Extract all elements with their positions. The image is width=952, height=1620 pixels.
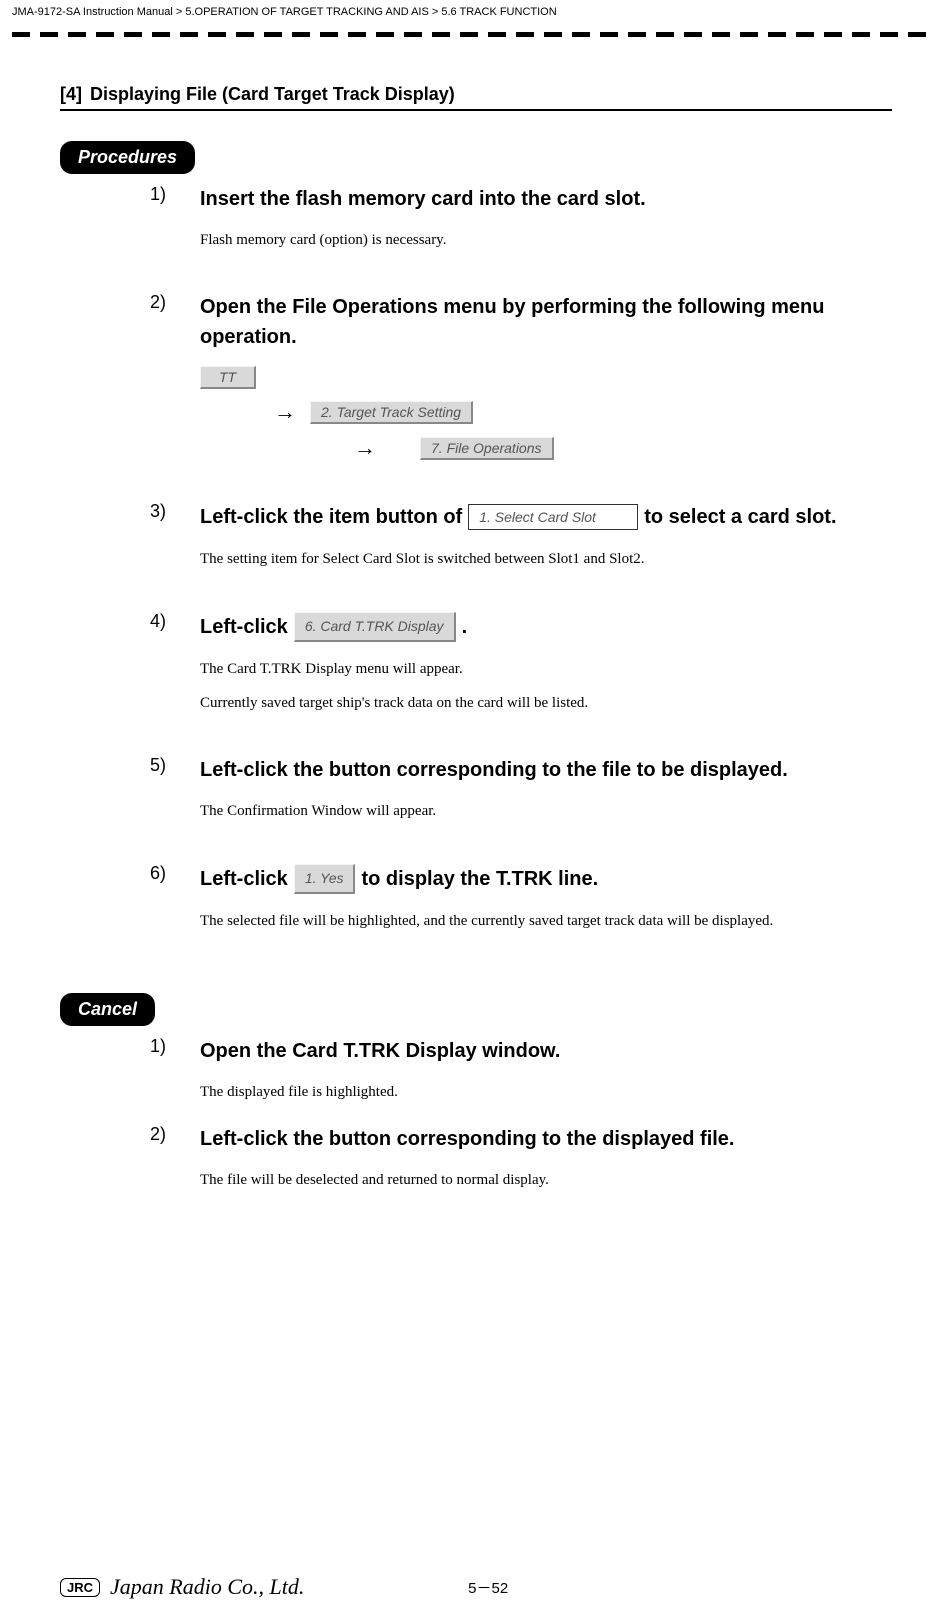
step-body: The displayed file is highlighted. [200,1080,892,1104]
step-number: 2) [150,292,190,313]
procedure-step: 1) Insert the flash memory card into the… [150,184,892,252]
jrc-logo: JRC [60,1578,100,1597]
tt-button[interactable]: TT [200,366,256,389]
step-body: The setting item for Select Card Slot is… [200,547,892,571]
arrow-icon: → [354,435,376,461]
company-name: Japan Radio Co., Ltd. [110,1574,304,1600]
page-content: [4] Displaying File (Card Target Track D… [0,84,952,1192]
menu-path: TT → 2. Target Track Setting → 7. File O… [200,366,892,461]
cancel-step: 1) Open the Card T.TRK Display window. T… [150,1036,892,1104]
step-title: Left-click the button corresponding to t… [200,755,892,785]
page-number: 5－52 [468,1577,508,1598]
step-number: 1) [150,1036,190,1057]
cancel-step: 2) Left-click the button corresponding t… [150,1124,892,1192]
step-title: Open the File Operations menu by perform… [200,292,892,352]
step-title: Left-click the button corresponding to t… [200,1124,892,1154]
step-title-post: to display the T.TRK line. [361,863,598,895]
procedures-pill: Procedures [60,141,195,174]
card-ttrk-display-button[interactable]: 6. Card T.TRK Display [294,612,456,641]
header-breadcrumb: JMA-9172-SA Instruction Manual > 5.OPERA… [0,0,952,24]
step-number: 6) [150,863,190,884]
step-body: The selected file will be highlighted, a… [200,909,892,933]
step-number: 5) [150,755,190,776]
step-number: 3) [150,501,190,522]
yes-button[interactable]: 1. Yes [294,864,356,893]
select-card-slot-button[interactable]: 1. Select Card Slot [468,504,638,530]
dashed-separator [0,24,952,44]
procedure-step: 5) Left-click the button corresponding t… [150,755,892,823]
step-title-pre: Left-click the item button of [200,501,462,533]
step-number: 1) [150,184,190,205]
step-title-pre: Left-click [200,611,288,643]
target-track-setting-button[interactable]: 2. Target Track Setting [310,401,473,424]
procedure-step: 3) Left-click the item button of 1. Sele… [150,501,892,571]
page-footer: JRC Japan Radio Co., Ltd. 5－52 [0,1574,952,1600]
step-body: Currently saved target ship's track data… [200,691,892,715]
step-title-pre: Left-click [200,863,288,895]
cancel-pill: Cancel [60,993,155,1026]
step-body: The file will be deselected and returned… [200,1168,892,1192]
procedure-step: 4) Left-click 6. Card T.TRK Display . Th… [150,611,892,715]
section-number: [4] [60,84,82,105]
section-heading: [4] Displaying File (Card Target Track D… [60,84,892,111]
procedure-step: 6) Left-click 1. Yes to display the T.TR… [150,863,892,933]
file-operations-button[interactable]: 7. File Operations [420,437,554,460]
step-title: Insert the flash memory card into the ca… [200,184,892,214]
step-number: 4) [150,611,190,632]
step-title-post: . [462,611,468,643]
step-body: The Card T.TRK Display menu will appear. [200,657,892,681]
step-number: 2) [150,1124,190,1145]
section-title: Displaying File (Card Target Track Displ… [90,84,455,105]
step-title: Open the Card T.TRK Display window. [200,1036,892,1066]
procedure-step: 2) Open the File Operations menu by perf… [150,292,892,461]
arrow-icon: → [274,399,296,425]
step-title-post: to select a card slot. [644,501,836,533]
step-body: Flash memory card (option) is necessary. [200,228,892,252]
step-body: The Confirmation Window will appear. [200,799,892,823]
